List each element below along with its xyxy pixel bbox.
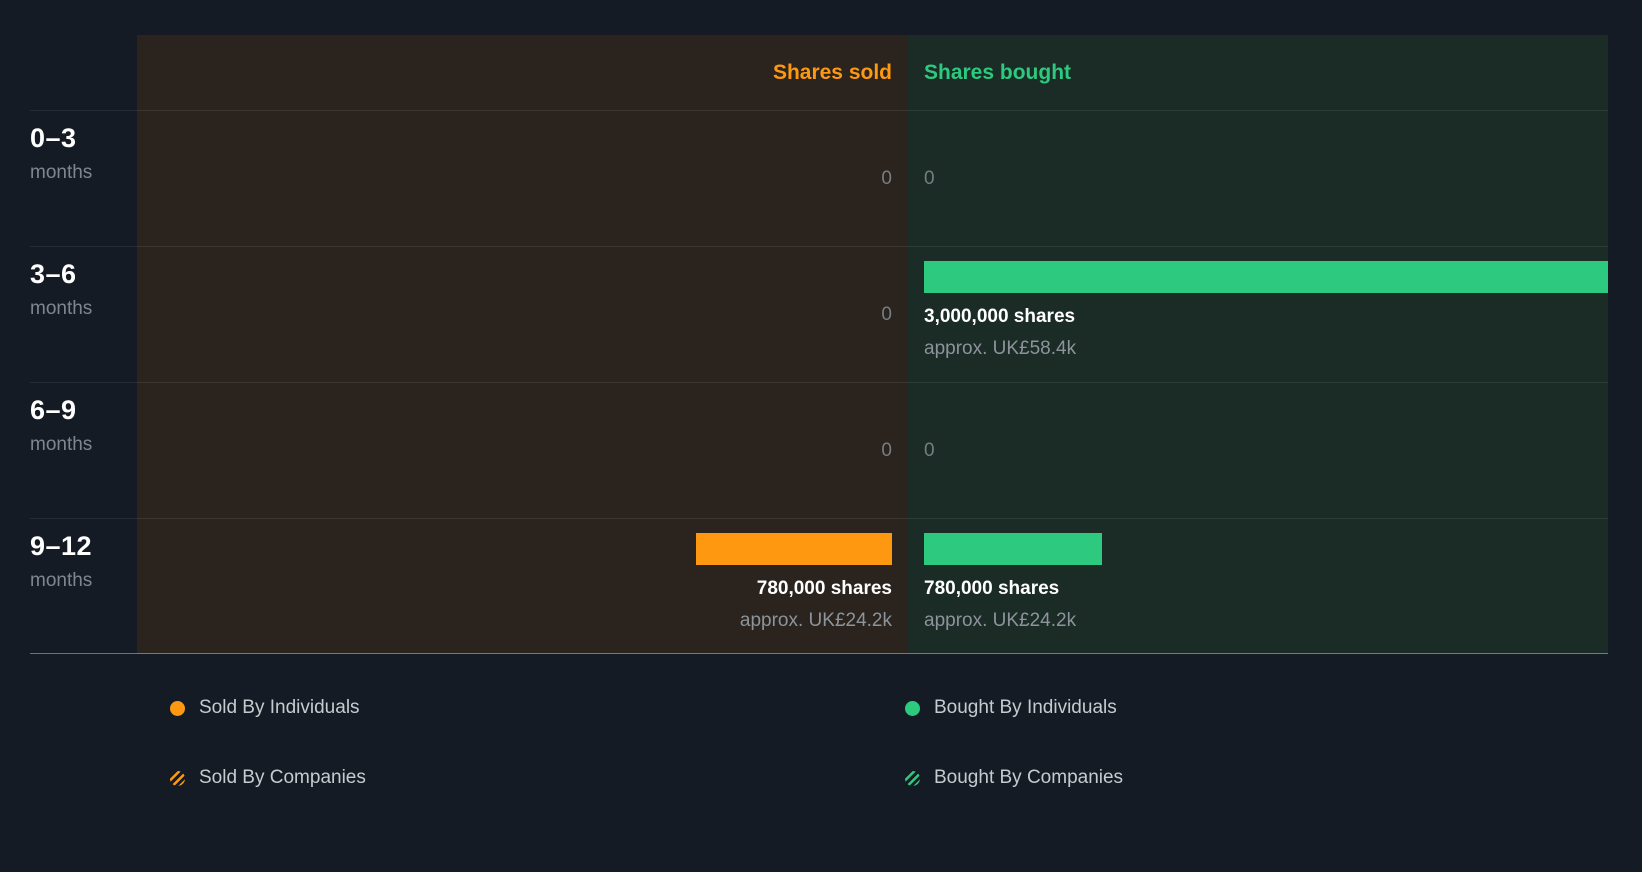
bought-cell-3-6: 3,000,000 shares approx. UK£58.4k xyxy=(908,246,1608,382)
period-unit: months xyxy=(30,298,93,319)
bought-individuals-dot-icon xyxy=(905,700,920,716)
sold-approx-label: approx. UK£24.2k xyxy=(739,610,892,631)
chart-grid: Shares sold Shares bought 0–3 months 0 0… xyxy=(30,35,1608,654)
bought-bar[interactable] xyxy=(924,533,1102,565)
sold-bar[interactable] xyxy=(695,533,892,565)
legend-label: Bought By Companies xyxy=(934,767,1124,788)
period-range: 0–3 xyxy=(30,123,77,153)
bought-approx-label: approx. UK£24.2k xyxy=(924,610,1077,631)
sold-shares-label: 780,000 shares xyxy=(756,578,892,599)
legend-sold-by-companies[interactable]: Sold By Companies xyxy=(170,766,905,790)
legend-label: Sold By Individuals xyxy=(199,697,360,718)
shares-bought-header: Shares bought xyxy=(908,35,1608,110)
sold-companies-hatched-dot-icon xyxy=(170,770,185,786)
sold-cell-6-9: 0 xyxy=(137,382,908,518)
bought-cell-6-9: 0 xyxy=(908,382,1608,518)
period-label-6-9: 6–9 months xyxy=(30,382,137,518)
period-label-3-6: 3–6 months xyxy=(30,246,137,382)
bought-value: 0 xyxy=(924,167,935,189)
legend-bought-by-companies[interactable]: Bought By Companies xyxy=(905,766,1642,790)
bought-companies-hatched-dot-icon xyxy=(905,770,920,786)
sold-individuals-dot-icon xyxy=(170,700,185,716)
chart-legend: Sold By Individuals Bought By Individual… xyxy=(170,696,1642,790)
bought-shares-label: 780,000 shares xyxy=(924,578,1060,599)
period-range: 9–12 xyxy=(30,531,93,561)
bought-value: 0 xyxy=(924,439,935,461)
bought-approx-label: approx. UK£58.4k xyxy=(924,338,1077,359)
sold-cell-9-12: 780,000 shares approx. UK£24.2k xyxy=(137,518,908,654)
sold-value: 0 xyxy=(881,439,892,461)
sold-cell-0-3: 0 xyxy=(137,110,908,246)
legend-sold-by-individuals[interactable]: Sold By Individuals xyxy=(170,696,905,720)
shares-sold-header: Shares sold xyxy=(137,35,908,110)
period-label-9-12: 9–12 months xyxy=(30,518,137,654)
legend-bought-by-individuals[interactable]: Bought By Individuals xyxy=(905,696,1642,720)
period-unit: months xyxy=(30,434,93,455)
period-label-0-3: 0–3 months xyxy=(30,110,137,246)
sold-value: 0 xyxy=(881,167,892,189)
bought-cell-0-3: 0 xyxy=(908,110,1608,246)
period-unit: months xyxy=(30,162,93,183)
period-range: 3–6 xyxy=(30,259,77,289)
bought-bar[interactable] xyxy=(924,261,1608,293)
period-unit: months xyxy=(30,570,93,591)
legend-label: Sold By Companies xyxy=(199,767,366,788)
period-range: 6–9 xyxy=(30,395,77,425)
header-spacer xyxy=(30,35,137,110)
bought-cell-9-12: 780,000 shares approx. UK£24.2k xyxy=(908,518,1608,654)
sold-value: 0 xyxy=(881,303,892,325)
sold-cell-3-6: 0 xyxy=(137,246,908,382)
legend-label: Bought By Individuals xyxy=(934,697,1117,718)
bought-shares-label: 3,000,000 shares xyxy=(924,306,1076,327)
